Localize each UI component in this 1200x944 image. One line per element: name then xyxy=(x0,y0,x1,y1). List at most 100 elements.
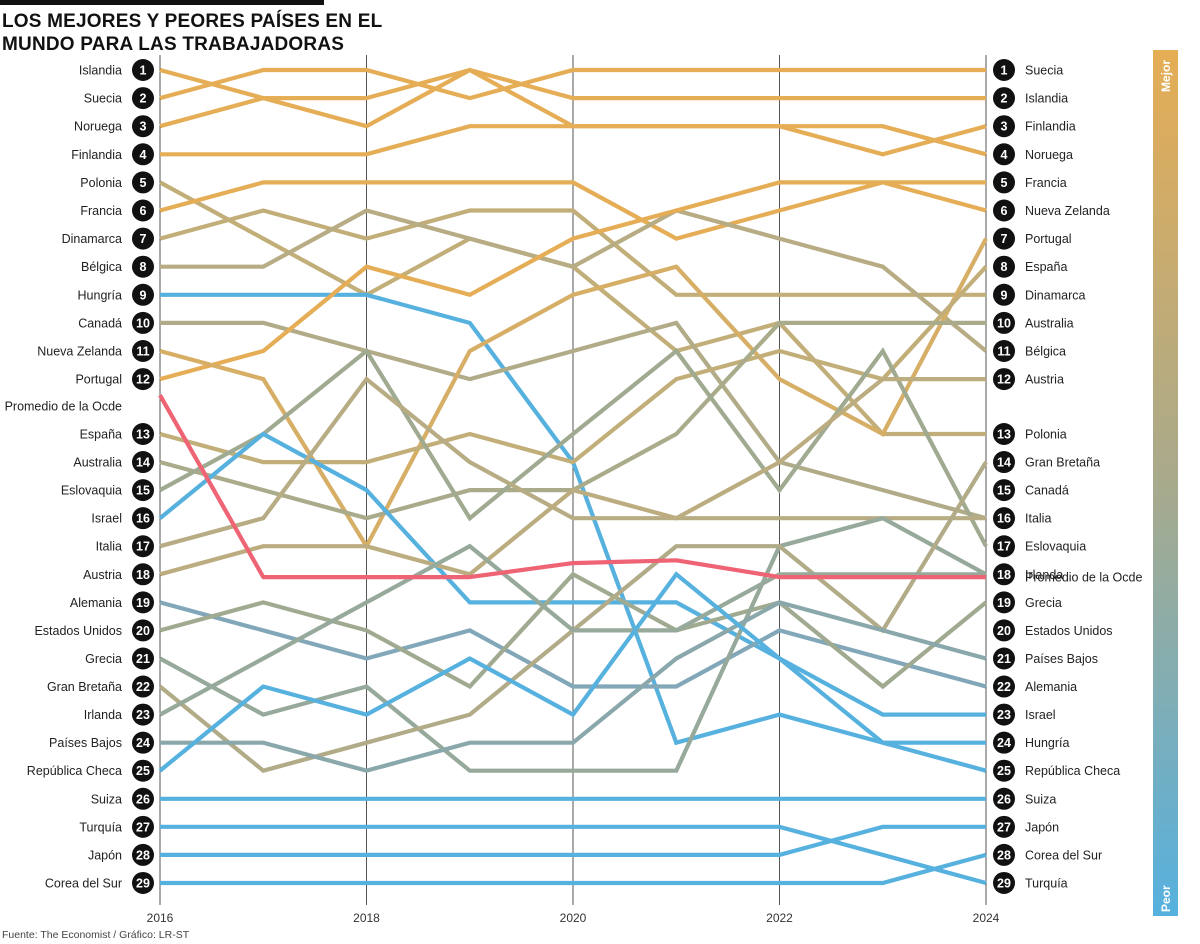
left-rank-badge-21 xyxy=(132,647,154,670)
left-country-label: Hungría xyxy=(78,288,123,302)
left-country-label: Suiza xyxy=(91,792,122,806)
left-rank-number-8: 8 xyxy=(140,260,147,274)
left-rank-number-18: 18 xyxy=(136,568,150,582)
right-country-label: Turquía xyxy=(1025,876,1068,890)
right-country-label: Nueva Zelanda xyxy=(1025,204,1110,218)
right-rank-badge-12 xyxy=(993,368,1015,391)
x-tick-label-2024: 2024 xyxy=(973,911,1000,925)
right-rank-number-5: 5 xyxy=(1001,176,1008,190)
left-country-label: Canadá xyxy=(78,316,122,330)
left-country-label: Nueva Zelanda xyxy=(37,345,122,359)
left-rank-number-16: 16 xyxy=(136,512,150,526)
left-rank-number-3: 3 xyxy=(140,120,147,134)
right-country-label: Finlandia xyxy=(1025,120,1076,134)
left-rank-number-1: 1 xyxy=(140,64,147,78)
right-rank-badge-2 xyxy=(993,87,1015,110)
left-rank-badge-12 xyxy=(132,368,154,391)
right-rank-badge-27 xyxy=(993,815,1015,838)
right-country-label: Dinamarca xyxy=(1025,288,1085,302)
right-rank-badge-3 xyxy=(993,115,1015,138)
left-country-label: Turquía xyxy=(79,820,122,834)
left-rank-number-25: 25 xyxy=(136,764,150,778)
series-line-promedio-ocde xyxy=(158,394,986,580)
right-rank-number-11: 11 xyxy=(997,345,1010,359)
left-country-label: Portugal xyxy=(75,373,122,387)
right-country-label: Austria xyxy=(1025,373,1064,387)
right-country-label: Alemania xyxy=(1025,680,1077,694)
right-rank-number-9: 9 xyxy=(1001,288,1008,302)
left-rank-number-10: 10 xyxy=(136,316,150,330)
chart-title-line-2: MUNDO PARA LAS TRABAJADORAS xyxy=(2,34,345,55)
series-line-italia xyxy=(159,376,986,549)
right-country-label: Irlanda xyxy=(1025,568,1063,582)
left-rank-badge-26 xyxy=(132,787,154,810)
right-rank-badge-9 xyxy=(993,283,1015,306)
right-country-label: Gran Bretaña xyxy=(1025,456,1100,470)
legend-best-label: Mejor xyxy=(1159,60,1173,92)
right-rank-number-22: 22 xyxy=(997,680,1011,694)
right-rank-number-18: 18 xyxy=(997,568,1011,582)
left-rank-badge-1 xyxy=(132,59,154,81)
left-rank-badge-20 xyxy=(132,619,154,642)
left-rank-number-15: 15 xyxy=(136,484,150,498)
left-country-label: Estados Unidos xyxy=(34,624,122,638)
chart-title-line-1: LOS MEJORES Y PEORES PAÍSES EN EL xyxy=(2,11,383,32)
left-country-label: Francia xyxy=(80,204,122,218)
left-rank-number-19: 19 xyxy=(136,596,150,610)
right-country-label: Hungría xyxy=(1025,736,1070,750)
right-rank-number-3: 3 xyxy=(1001,120,1008,134)
right-rank-badge-18 xyxy=(993,563,1015,586)
right-average-label: Promedio de la Ocde xyxy=(1025,571,1142,585)
left-rank-badge-19 xyxy=(132,591,154,614)
left-rank-badge-13 xyxy=(132,423,154,445)
right-rank-number-6: 6 xyxy=(1001,204,1008,218)
left-country-label: Gran Bretaña xyxy=(47,680,122,694)
series-line-grecia xyxy=(158,515,988,773)
right-rank-number-1: 1 xyxy=(1001,64,1008,78)
left-rank-badge-16 xyxy=(132,507,154,530)
left-country-label: Italia xyxy=(96,540,122,554)
right-rank-badge-21 xyxy=(993,647,1015,670)
series-line-austria xyxy=(159,377,986,577)
right-rank-badge-20 xyxy=(993,619,1015,642)
left-country-label: España xyxy=(80,428,122,442)
right-rank-number-8: 8 xyxy=(1001,260,1008,274)
right-rank-badge-6 xyxy=(993,199,1015,222)
right-country-label: Portugal xyxy=(1025,232,1072,246)
x-tick-label-2018: 2018 xyxy=(353,911,380,925)
left-rank-badge-14 xyxy=(132,451,154,474)
series-line-españa xyxy=(159,265,988,465)
title-rule xyxy=(0,0,324,5)
chart-title: LOS MEJORES Y PEORES PAÍSES EN EL MUNDO … xyxy=(2,10,522,56)
right-rank-number-4: 4 xyxy=(1001,148,1008,162)
right-rank-badge-13 xyxy=(993,423,1015,445)
left-rank-badge-5 xyxy=(132,171,154,194)
left-country-label: Japón xyxy=(88,848,122,862)
right-country-label: Eslovaquia xyxy=(1025,540,1086,554)
ocde-average-line xyxy=(158,394,986,580)
source-note: Fuente: The Economist / Gráfico: LR-ST xyxy=(2,929,190,941)
left-rank-number-13: 13 xyxy=(136,428,150,442)
right-rank-badge-22 xyxy=(993,675,1015,698)
right-country-label: Suiza xyxy=(1025,792,1056,806)
right-rank-badge-26 xyxy=(993,787,1015,810)
right-rank-badge-15 xyxy=(993,479,1015,502)
left-rank-badge-28 xyxy=(132,843,154,866)
left-rank-badge-9 xyxy=(132,283,154,306)
right-country-label: República Checa xyxy=(1025,764,1120,778)
right-rank-number-28: 28 xyxy=(997,848,1011,862)
right-rank-column: 1 Suecia 2 Islandia 3 Finlandia 4 Noruega 5 Franc… xyxy=(993,59,1142,894)
left-rank-badge-17 xyxy=(132,535,154,558)
right-rank-number-16: 16 xyxy=(997,512,1011,526)
right-rank-number-21: 21 xyxy=(997,652,1011,666)
series-line-finlandia xyxy=(160,124,987,157)
left-rank-number-26: 26 xyxy=(136,792,150,806)
left-rank-badge-7 xyxy=(132,227,154,250)
series-line-japón xyxy=(160,824,986,858)
right-rank-number-10: 10 xyxy=(997,316,1011,330)
right-rank-number-14: 14 xyxy=(997,456,1011,470)
series-line-corea-del-sur xyxy=(160,852,987,886)
series-line-islandia xyxy=(159,67,986,101)
left-rank-number-14: 14 xyxy=(136,456,150,470)
